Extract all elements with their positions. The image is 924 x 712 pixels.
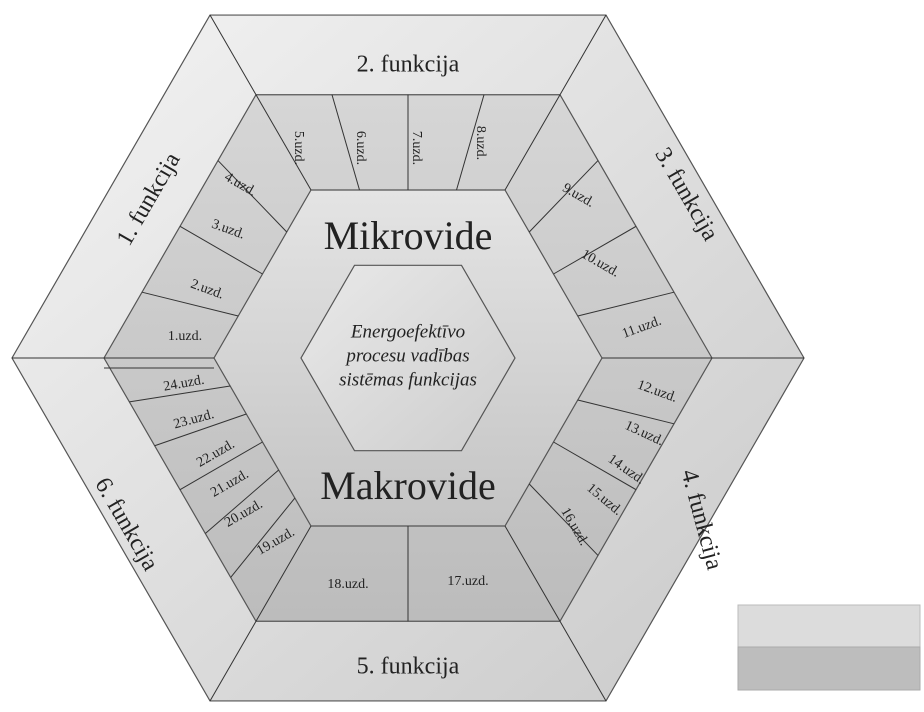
divider [553, 225, 637, 275]
legend-box-dark [737, 646, 921, 691]
divider [230, 497, 296, 578]
task-label: 8.uzd. [473, 126, 488, 160]
divider [528, 483, 599, 556]
divider [154, 413, 247, 447]
divider [504, 94, 561, 191]
divider [255, 94, 312, 191]
task-label: 1.uzd. [168, 329, 202, 344]
center-text: sistēmas funkcijas [339, 369, 477, 390]
task-label: 24.uzd. [162, 373, 205, 395]
upper-label: Mikrovide [324, 213, 493, 258]
divider [179, 225, 263, 275]
divider [141, 291, 239, 317]
task-label: 5.uzd. [291, 131, 306, 165]
hexagons [11, 14, 805, 702]
legend-box-light [737, 604, 921, 648]
divider [553, 441, 637, 491]
divider [179, 441, 263, 491]
divider [129, 385, 231, 403]
center-hexagon [300, 264, 516, 452]
lower-label: Makrovide [320, 463, 496, 508]
center-text: procesu vadības [344, 345, 469, 366]
divider [209, 14, 257, 95]
divider [528, 160, 599, 233]
function-label: 5. funkcija [357, 654, 460, 680]
task-label: 18.uzd. [327, 577, 368, 592]
divider [217, 160, 288, 233]
divider [559, 14, 607, 95]
task-label: 17.uzd. [447, 574, 488, 589]
divider [331, 94, 360, 191]
divider [577, 399, 675, 425]
divider [205, 469, 279, 534]
task-label: 6.uzd. [353, 131, 368, 165]
divider [504, 525, 561, 622]
divider [456, 94, 485, 191]
divider [577, 291, 675, 317]
divider [559, 621, 607, 702]
divider [209, 621, 257, 702]
task-label: 7.uzd. [409, 131, 424, 165]
function-label: 2. funkcija [357, 52, 460, 78]
divider [255, 525, 312, 622]
center-text: Energoefektīvo [350, 321, 465, 342]
